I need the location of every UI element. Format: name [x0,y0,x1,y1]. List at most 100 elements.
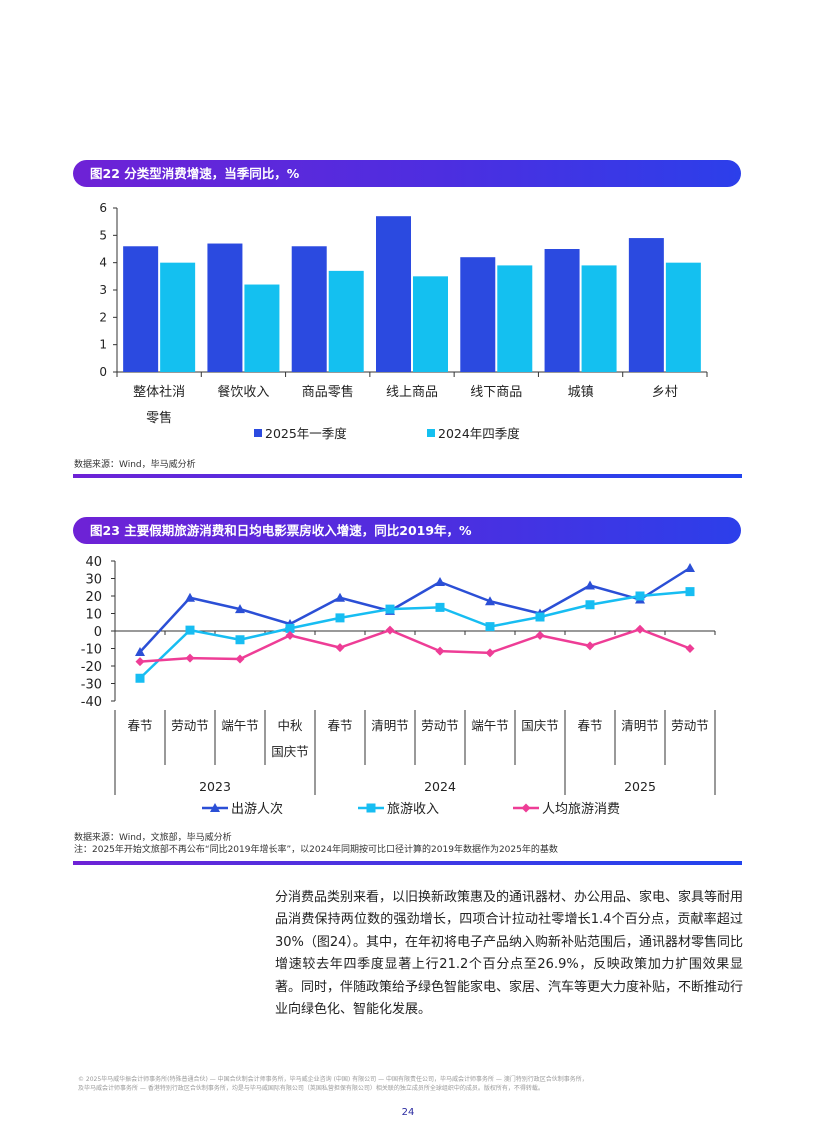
legend-label: 出游人次 [231,801,283,817]
x-category-label: 城镇 [568,385,594,400]
point-per-capita [585,641,595,651]
bar-q1-2025 [291,246,327,372]
footer-line-1: © 2025毕马威华振会计师事务所(特殊普通合伙) — 中国合伙制会计师事务所，… [78,1076,588,1083]
bar-q1-2025 [628,238,664,372]
point-per-capita [385,625,395,635]
y-tick-label: 1 [99,338,107,352]
point-trips [485,596,495,606]
y-tick-label: 3 [99,283,107,297]
point-per-capita [485,648,495,658]
point-revenue [485,622,495,632]
x-category-label: 端午节 [471,718,509,733]
point-revenue [385,604,395,614]
x-category-label: 中秋 [277,718,303,733]
point-per-capita [685,644,695,653]
point-per-capita [335,643,345,653]
x-group-label: 2025 [624,779,656,794]
bar-q4-2024 [581,265,617,372]
bar-q4-2024 [413,276,448,372]
y-tick-label: 2 [99,310,107,324]
legend-label: 人均旅游消费 [542,802,620,817]
figure22-title: 图22 分类型消费增速，当季同比，% [90,166,300,181]
bar-q4-2024 [160,262,196,372]
bar-q1-2025 [460,257,496,372]
figure23-divider [73,861,742,865]
body-paragraph: 分消费品类别来看，以旧换新政策惠及的通讯器材、办公用品、家电、家具等耐用品消费保… [275,890,744,1018]
x-category-label: 端午节 [221,718,259,733]
y-tick-label: -20 [81,660,102,675]
x-category-label: 清明节 [621,718,659,733]
y-tick-label: 6 [99,201,107,215]
point-revenue [235,635,245,645]
legend-label: 2024年四季度 [438,426,520,441]
legend-label: 2025年一季度 [265,426,347,441]
point-revenue [585,600,595,610]
series-line-trips [139,566,691,653]
figure23-line-chart: 403020100-10-20-30-40春节 劳动节 端午节 中秋国庆节春节 清明节劳… [81,555,716,817]
point-revenue [435,602,445,612]
x-category-label: 清明节 [371,718,409,733]
y-tick-label: -10 [81,643,102,658]
legend-label: 旅游收入 [387,802,439,817]
point-revenue [685,587,695,597]
legend-marker [521,803,531,813]
y-tick-label: 20 [85,590,102,605]
point-revenue [185,625,195,635]
y-tick-label: 0 [94,625,102,640]
legend-swatch [254,429,262,437]
point-revenue [535,612,545,622]
figure23-title-banner: 图23 主要假期旅游消费和日均电影票房收入增速，同比2019年，% [73,517,741,544]
bar-q1-2025 [123,246,159,372]
figure23-title: 图23 主要假期旅游消费和日均电影票房收入增速，同比2019年，% [90,523,472,538]
y-tick-label: 40 [85,555,102,570]
x-category-label: 餐饮收入 [217,384,269,400]
point-per-capita [135,657,145,667]
x-category-label: 春节 [127,718,152,733]
y-tick-label: 0 [99,365,107,379]
x-category-label: 劳动节 [421,718,459,733]
point-revenue [285,623,295,633]
x-category-label: 国庆节 [521,718,559,733]
series-line-revenue [139,590,691,680]
point-per-capita [235,654,245,664]
point-trips [235,604,245,614]
bar-q4-2024 [497,265,533,372]
point-per-capita [435,646,445,656]
series-line-per-capita [139,628,691,663]
point-revenue [135,673,145,683]
x-group-label: 2023 [199,779,231,794]
legend-marker [210,803,220,812]
x-category-label: 劳动节 [671,718,709,733]
figure23-note: 注：2025年开始文旅部不再公布“同比2019年增长率”，以2024年同期按可比… [74,845,558,855]
y-tick-label: 5 [99,228,107,242]
x-category-label: 线下商品 [470,385,522,400]
x-category-label: 零售 [146,410,172,426]
page-number: 24 [401,1107,415,1118]
bar-q1-2025 [207,243,243,372]
x-category-label: 国庆节 [271,744,309,759]
bar-q4-2024 [328,270,364,372]
bar-q1-2025 [376,216,411,372]
copyright-footer: © 2025毕马威华振会计师事务所(特殊普通合伙) — 中国合伙制会计师事务所，… [78,1075,740,1093]
point-revenue [635,591,645,601]
x-category-label: 线上商品 [386,385,438,400]
point-revenue [335,613,345,623]
y-tick-label: 30 [85,573,102,588]
point-trips [685,563,695,572]
x-group-label: 2024 [424,779,456,794]
figure22-title-banner: 图22 分类型消费增速，当季同比，% [73,160,741,187]
legend-swatch [427,429,435,437]
point-trips [435,577,445,586]
x-category-label: 乡村 [652,385,678,400]
point-per-capita [285,630,295,640]
point-trips [185,592,195,602]
x-category-label: 春节 [577,718,602,733]
x-category-label: 商品零售 [302,384,354,400]
x-category-label: 春节 [327,718,352,733]
x-category-label: 劳动节 [171,718,209,733]
point-trips [335,592,345,602]
bar-q1-2025 [544,249,580,372]
y-tick-label: -30 [81,678,102,693]
legend-marker [366,803,376,813]
